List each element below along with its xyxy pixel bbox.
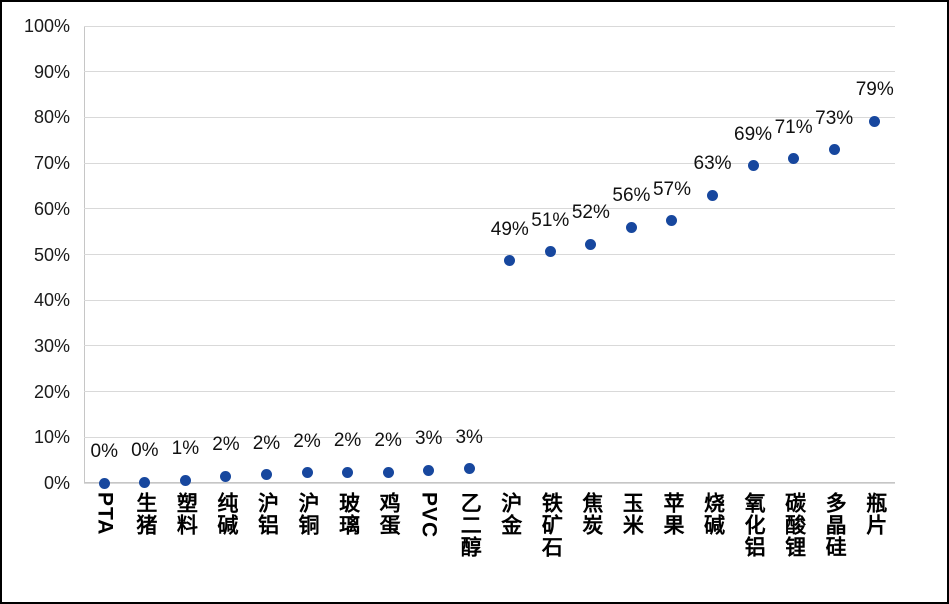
data-point-label: 1% xyxy=(171,438,200,460)
data-point-多晶硅 xyxy=(828,144,840,156)
x-category-label: 碳酸锂 xyxy=(782,492,806,558)
data-point-label: 52% xyxy=(571,202,610,224)
gridline xyxy=(84,254,895,255)
x-category-label: PVC xyxy=(417,492,441,539)
data-point-label: 0% xyxy=(131,440,159,462)
data-point-label: 79% xyxy=(855,79,894,101)
x-category-label: 苹果 xyxy=(660,492,684,536)
y-tick-label: 40% xyxy=(33,290,70,311)
data-point-铁矿石 xyxy=(544,246,556,258)
data-point-沪铜 xyxy=(301,467,313,479)
data-point-label: 3% xyxy=(455,426,483,448)
gridline xyxy=(84,25,895,27)
gridline xyxy=(84,116,895,118)
plot-area: 0% 0% 1% 2% 2% 2% 2% 2% 3% 3% 49% 51% 52% 56% 57% 63% 69… xyxy=(84,25,895,489)
data-point-鸡蛋 xyxy=(382,466,394,478)
data-point-纯碱 xyxy=(220,470,232,482)
y-tick-label: 90% xyxy=(33,61,70,82)
data-point-label: 2% xyxy=(374,430,402,452)
y-tick-label: 20% xyxy=(33,381,70,402)
y-tick-label: 100% xyxy=(23,16,70,36)
data-point-label: 0% xyxy=(90,441,118,462)
data-point-label: 2% xyxy=(333,430,362,452)
x-category-label: 瓶片 xyxy=(863,492,887,536)
data-point-label: 71% xyxy=(774,116,813,138)
data-point-label: 73% xyxy=(815,107,854,129)
x-category-label: 乙二醇 xyxy=(458,492,482,558)
data-point-label: 2% xyxy=(212,434,240,456)
data-point-label: 57% xyxy=(652,178,691,200)
data-point-碳酸锂 xyxy=(788,153,800,165)
data-point-生猪 xyxy=(139,476,151,488)
x-category-label: 沪铝 xyxy=(255,492,279,536)
data-point-焦炭 xyxy=(585,238,597,250)
y-tick-label: 50% xyxy=(33,244,70,265)
x-category-label: PTA xyxy=(93,492,117,536)
data-point-label: 49% xyxy=(490,218,529,240)
gridline xyxy=(84,299,895,301)
data-point-玻璃 xyxy=(342,466,354,478)
data-point-乙二醇 xyxy=(463,463,475,475)
x-category-label: 鸡蛋 xyxy=(377,492,401,536)
x-category-label: 生猪 xyxy=(133,492,157,536)
data-point-label: 51% xyxy=(531,209,570,231)
data-point-label: 69% xyxy=(734,123,773,145)
data-point-苹果 xyxy=(666,215,678,227)
gridline xyxy=(84,208,895,210)
gridline xyxy=(84,391,895,393)
gridline xyxy=(84,482,895,484)
y-tick-label: 10% xyxy=(33,427,70,448)
gridline xyxy=(84,71,895,73)
x-category-label: 沪金 xyxy=(498,492,522,536)
data-point-label: 2% xyxy=(252,432,281,454)
x-category-label: 焦炭 xyxy=(579,492,603,536)
y-tick-label: 60% xyxy=(33,198,70,219)
y-tick-label: 0% xyxy=(43,473,70,493)
x-category-label: 纯碱 xyxy=(214,492,238,536)
gridline xyxy=(84,436,895,438)
y-tick-label: 30% xyxy=(33,335,70,356)
data-point-瓶片 xyxy=(869,115,881,127)
data-point-label: 63% xyxy=(693,153,732,175)
data-point-烧碱 xyxy=(707,189,719,201)
y-tick-label: 80% xyxy=(33,107,70,128)
gridline xyxy=(84,162,895,164)
data-point-塑料 xyxy=(179,474,191,486)
data-point-label: 2% xyxy=(293,430,321,452)
data-point-氧化铝 xyxy=(747,160,759,172)
x-category-label: 塑料 xyxy=(174,492,198,536)
x-category-label: 沪铜 xyxy=(296,492,320,536)
data-point-label: 3% xyxy=(414,428,443,450)
data-point-label: 56% xyxy=(612,185,651,207)
x-category-label: 铁矿石 xyxy=(539,492,563,558)
x-category-label: 多晶硅 xyxy=(823,492,847,558)
data-point-PVC xyxy=(423,464,435,476)
gridline xyxy=(84,345,895,347)
x-category-label: 烧碱 xyxy=(701,492,725,536)
x-category-label: 玉米 xyxy=(620,492,644,536)
x-category-label: 氧化铝 xyxy=(742,492,766,558)
x-category-label: 玻璃 xyxy=(336,492,360,536)
data-point-玉米 xyxy=(625,221,637,233)
data-point-PTA xyxy=(98,477,110,489)
y-tick-label: 70% xyxy=(33,153,70,174)
data-point-沪金 xyxy=(504,255,516,267)
data-point-沪铝 xyxy=(260,469,272,481)
